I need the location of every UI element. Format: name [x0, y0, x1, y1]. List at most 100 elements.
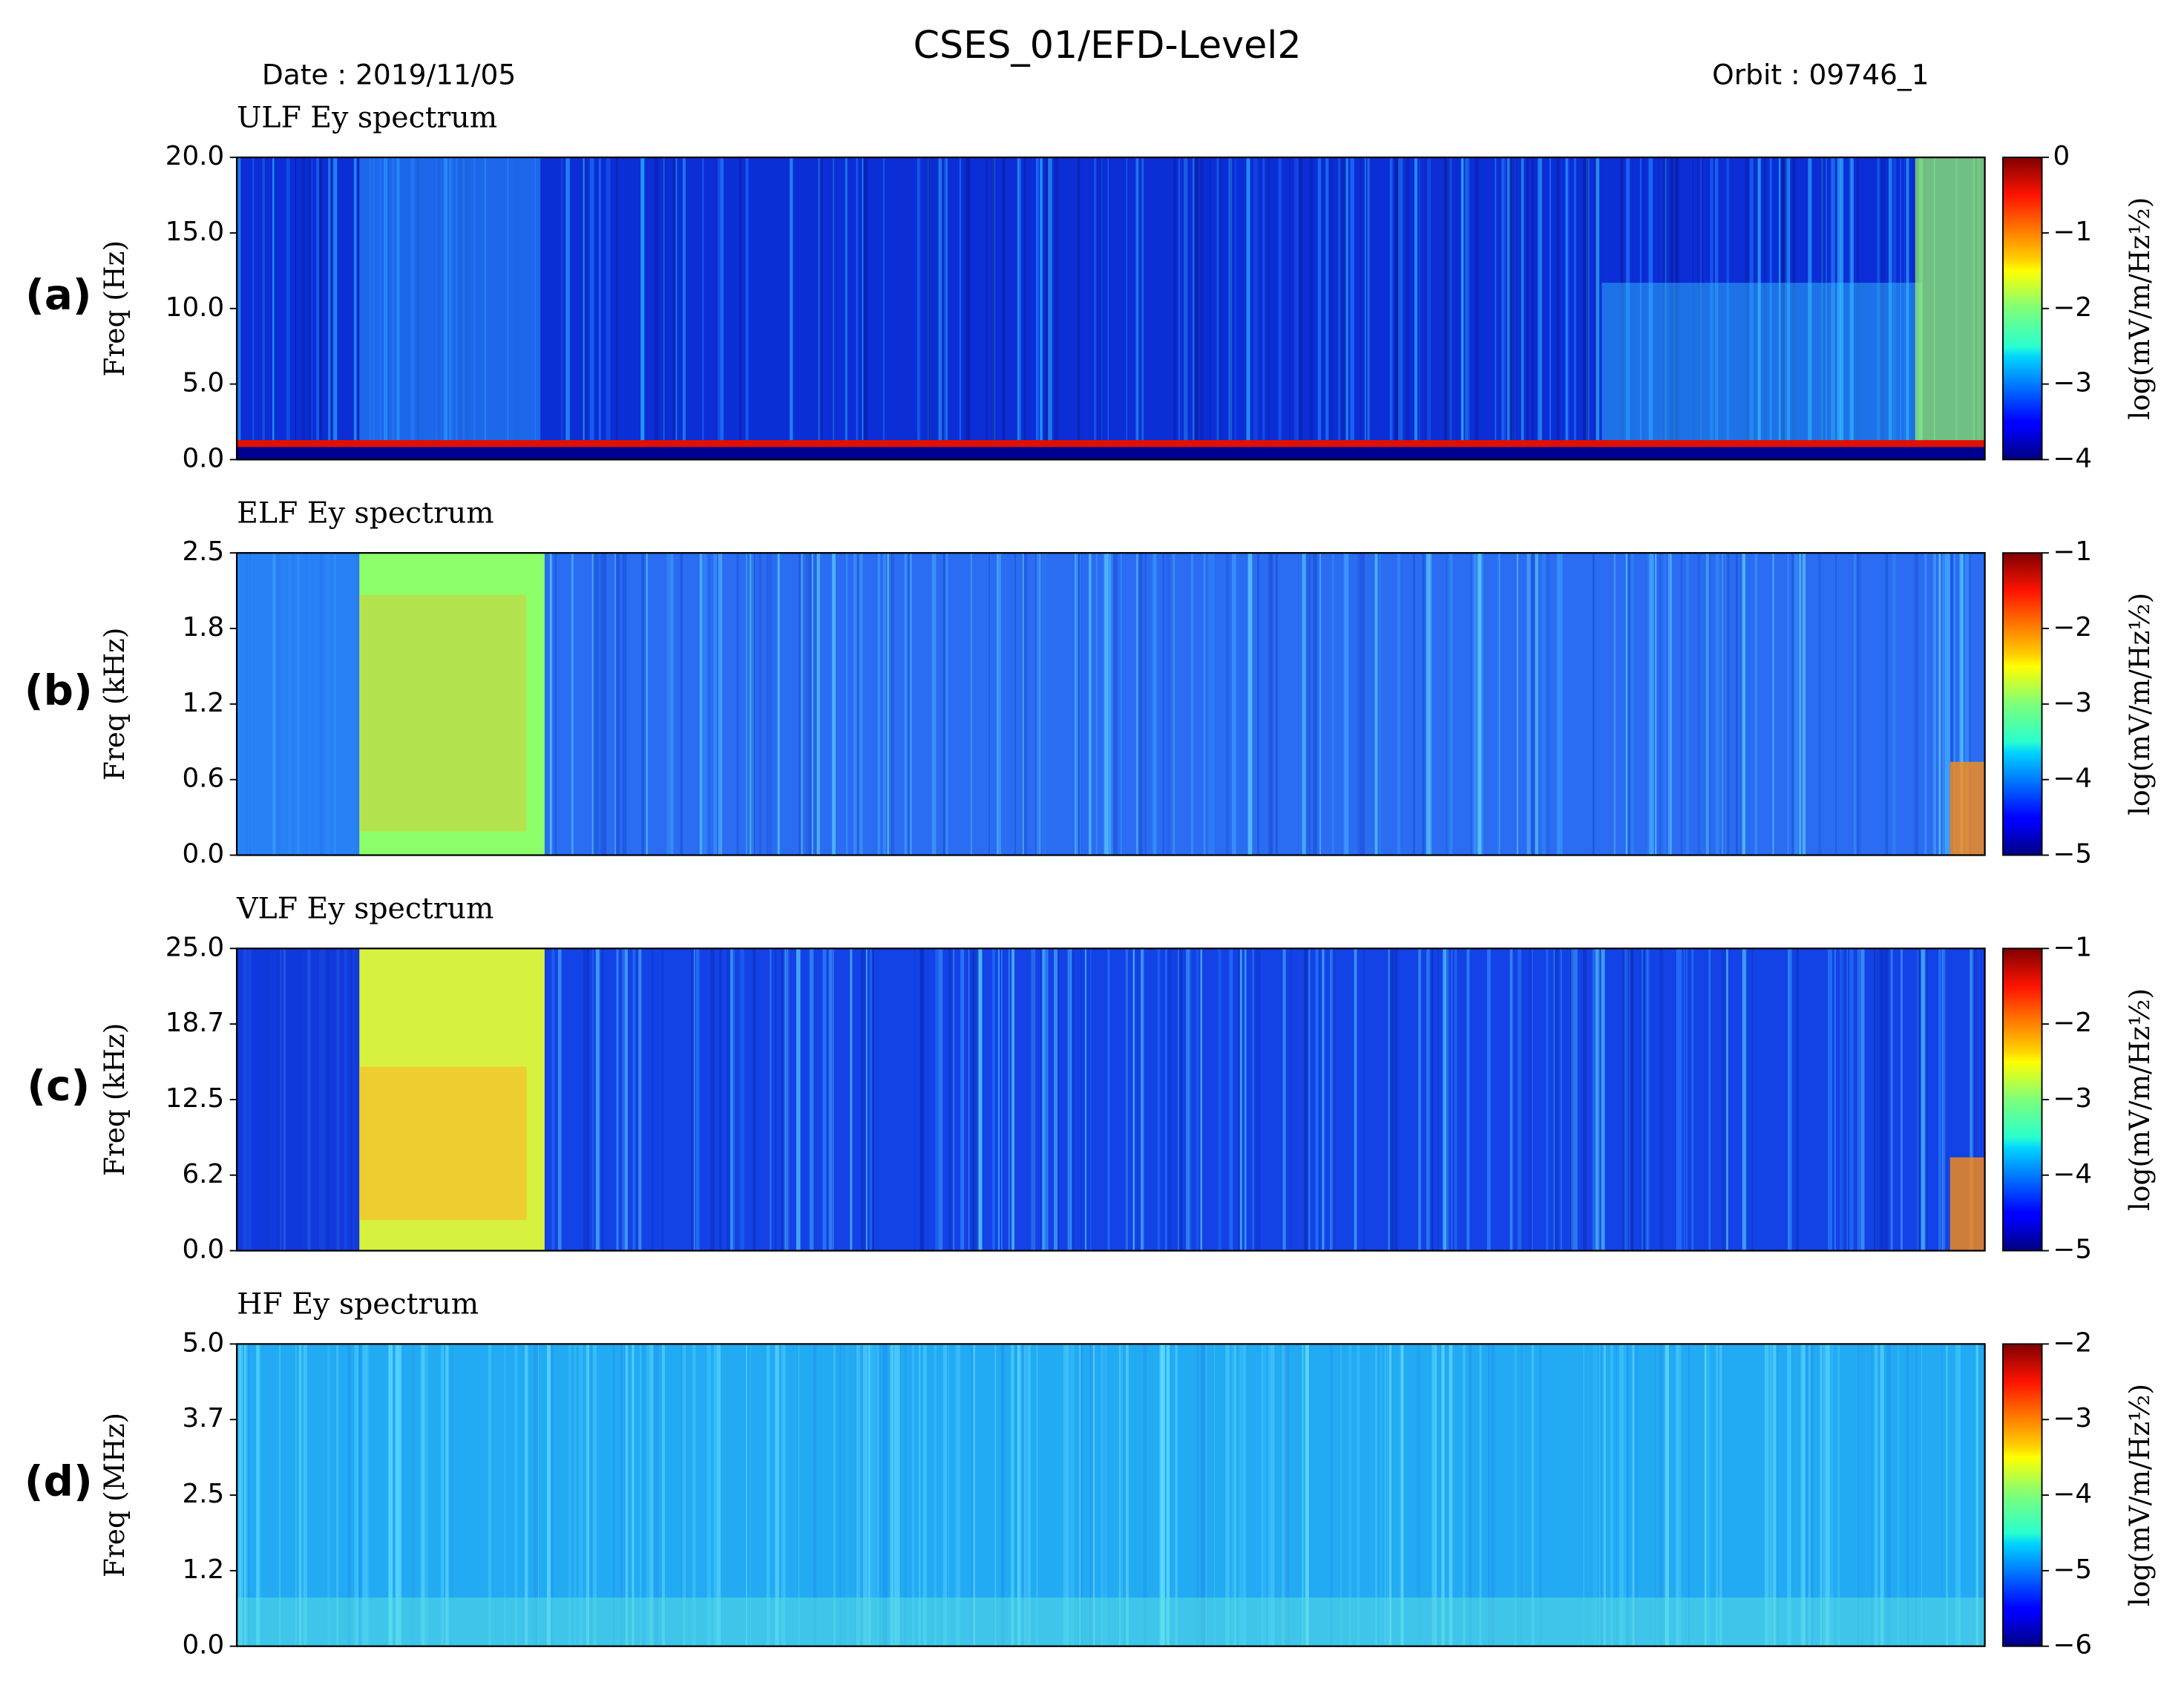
spectrogram-stripe — [911, 1344, 915, 1646]
spectrogram-stripe — [1432, 1344, 1434, 1646]
spectrogram-stripe — [1535, 553, 1537, 856]
colorbar-tick-label: −2 — [2053, 1008, 2093, 1038]
spectrogram-stripe — [442, 1344, 445, 1646]
spectrogram-stripe — [1788, 948, 1789, 1251]
spectrogram-stripe — [1511, 157, 1515, 460]
spectrogram-stripe — [1446, 948, 1449, 1251]
spectrogram-stripe — [1401, 157, 1403, 460]
spectrogram-stripe — [1650, 553, 1654, 856]
spectrogram-stripe — [690, 948, 695, 1251]
spectrogram-stripe — [1201, 1344, 1206, 1646]
spectrogram-stripe — [1066, 1344, 1069, 1646]
spectrogram-stripe — [1554, 948, 1558, 1251]
spectrogram-stripe — [1340, 1344, 1342, 1646]
spectrogram-stripe — [1890, 948, 1893, 1251]
spectrogram-stripe — [354, 1344, 359, 1646]
spectrogram-stripe — [988, 553, 990, 856]
texture — [359, 1066, 527, 1221]
spectrogram-stripe — [1268, 553, 1271, 856]
spectrogram-stripe — [554, 553, 557, 856]
spectrogram-stripe — [1583, 1344, 1584, 1646]
spectrogram-stripe — [239, 157, 240, 460]
spectrogram-stripe — [640, 157, 645, 460]
y-tick-label: 0.6 — [182, 763, 224, 794]
spectrogram-stripe — [615, 157, 618, 460]
spectrogram-stripe — [1234, 1344, 1237, 1646]
spectrogram-stripe — [882, 157, 885, 460]
spectrogram-stripe — [1787, 1344, 1791, 1646]
spectrogram-stripe — [813, 553, 817, 856]
spectrogram-stripe — [879, 1344, 882, 1646]
spectrogram-stripe — [1055, 157, 1059, 460]
colorbar-tick-label: −5 — [2053, 839, 2093, 870]
spectrogram-stripe — [1035, 157, 1039, 460]
spectrogram-stripe — [366, 1344, 368, 1646]
spectrogram-stripe — [1945, 553, 1949, 856]
spectrogram-stripe — [1425, 157, 1428, 460]
spectrogram-stripe — [1653, 553, 1656, 856]
spectrogram-stripe — [598, 157, 601, 460]
spectrogram-stripe — [1045, 157, 1049, 460]
spectrogram-stripe — [1715, 157, 1719, 460]
spectrogram-stripe — [1874, 1344, 1878, 1646]
colorbar-tick-label: −3 — [2053, 1083, 2093, 1114]
spectrogram-stripe — [1654, 553, 1657, 856]
spectrogram-stripe — [1938, 948, 1941, 1251]
texture — [359, 157, 541, 460]
spectrogram-stripe — [1231, 1344, 1236, 1646]
spectrogram-stripe — [1360, 553, 1365, 856]
spectrogram-stripe — [663, 157, 665, 460]
spectrogram-stripe — [1610, 1344, 1613, 1646]
spectrogram-stripe — [1229, 948, 1233, 1251]
spectrogram-stripe — [1063, 1344, 1066, 1646]
spectrogram-stripe — [622, 553, 627, 856]
spectrogram-stripe — [739, 157, 742, 460]
spectrogram-stripe — [850, 948, 853, 1251]
spectrogram-stripe — [1302, 553, 1306, 856]
spectrogram-stripe — [1787, 157, 1791, 460]
spectrogram-stripe — [1630, 553, 1634, 856]
spectrogram-stripe — [1574, 948, 1576, 1251]
spectrogram-stripe — [1696, 157, 1701, 460]
spectrogram-stripe — [809, 553, 813, 856]
spectrogram-stripe — [1553, 948, 1555, 1251]
y-tick-label: 5.0 — [182, 368, 224, 398]
spectrogram-stripe — [1305, 1344, 1309, 1646]
spectrogram-stripe — [905, 1344, 907, 1646]
spectrogram-stripe — [1261, 1344, 1265, 1646]
spectrogram-stripe — [1825, 1344, 1830, 1646]
spectrogram-stripe — [328, 157, 331, 460]
spectrogram-stripe — [1101, 1344, 1104, 1646]
spectrogram-stripe — [1900, 948, 1903, 1251]
spectrogram-stripe — [1821, 157, 1824, 460]
spectrogram-stripe — [1242, 1344, 1247, 1646]
spectrogram-stripe — [832, 553, 836, 856]
spectrogram-stripe — [579, 1344, 583, 1646]
spectrogram-stripe — [534, 1344, 538, 1646]
spectrogram-stripe — [1701, 157, 1704, 460]
spectrogram-stripe — [745, 157, 749, 460]
spectrogram-bg — [237, 1344, 1985, 1646]
spectrogram-stripe — [1488, 1344, 1490, 1646]
spectrogram-stripe — [1235, 157, 1237, 460]
spectrogram-stripe — [1821, 157, 1823, 460]
spectrogram-stripe — [1539, 1344, 1541, 1646]
spectrogram-stripe — [618, 553, 620, 856]
spectrogram-stripe — [1663, 553, 1667, 856]
spectrogram-stripe — [1975, 1344, 1979, 1646]
spectrogram-stripe — [1331, 1344, 1334, 1646]
spectrogram-stripe — [1466, 157, 1470, 460]
spectrogram-stripe — [706, 1344, 712, 1646]
spectrogram-stripe — [514, 1344, 518, 1646]
spectrogram-stripe — [1104, 553, 1109, 856]
spectrogram-stripe — [641, 1344, 646, 1646]
spectrogram-stripe — [1794, 553, 1798, 856]
spectrogram-stripe — [1573, 948, 1575, 1251]
spectrogram-stripe — [1863, 948, 1864, 1251]
colorbar-tick-label: −1 — [2053, 932, 2093, 962]
spectrogram-stripe — [315, 157, 319, 460]
spectrogram-stripe — [1364, 157, 1366, 460]
colorbar-tick-label: −5 — [2053, 1554, 2093, 1585]
spectrogram-stripe — [583, 948, 587, 1251]
spectrogram-stripe — [1779, 157, 1782, 460]
